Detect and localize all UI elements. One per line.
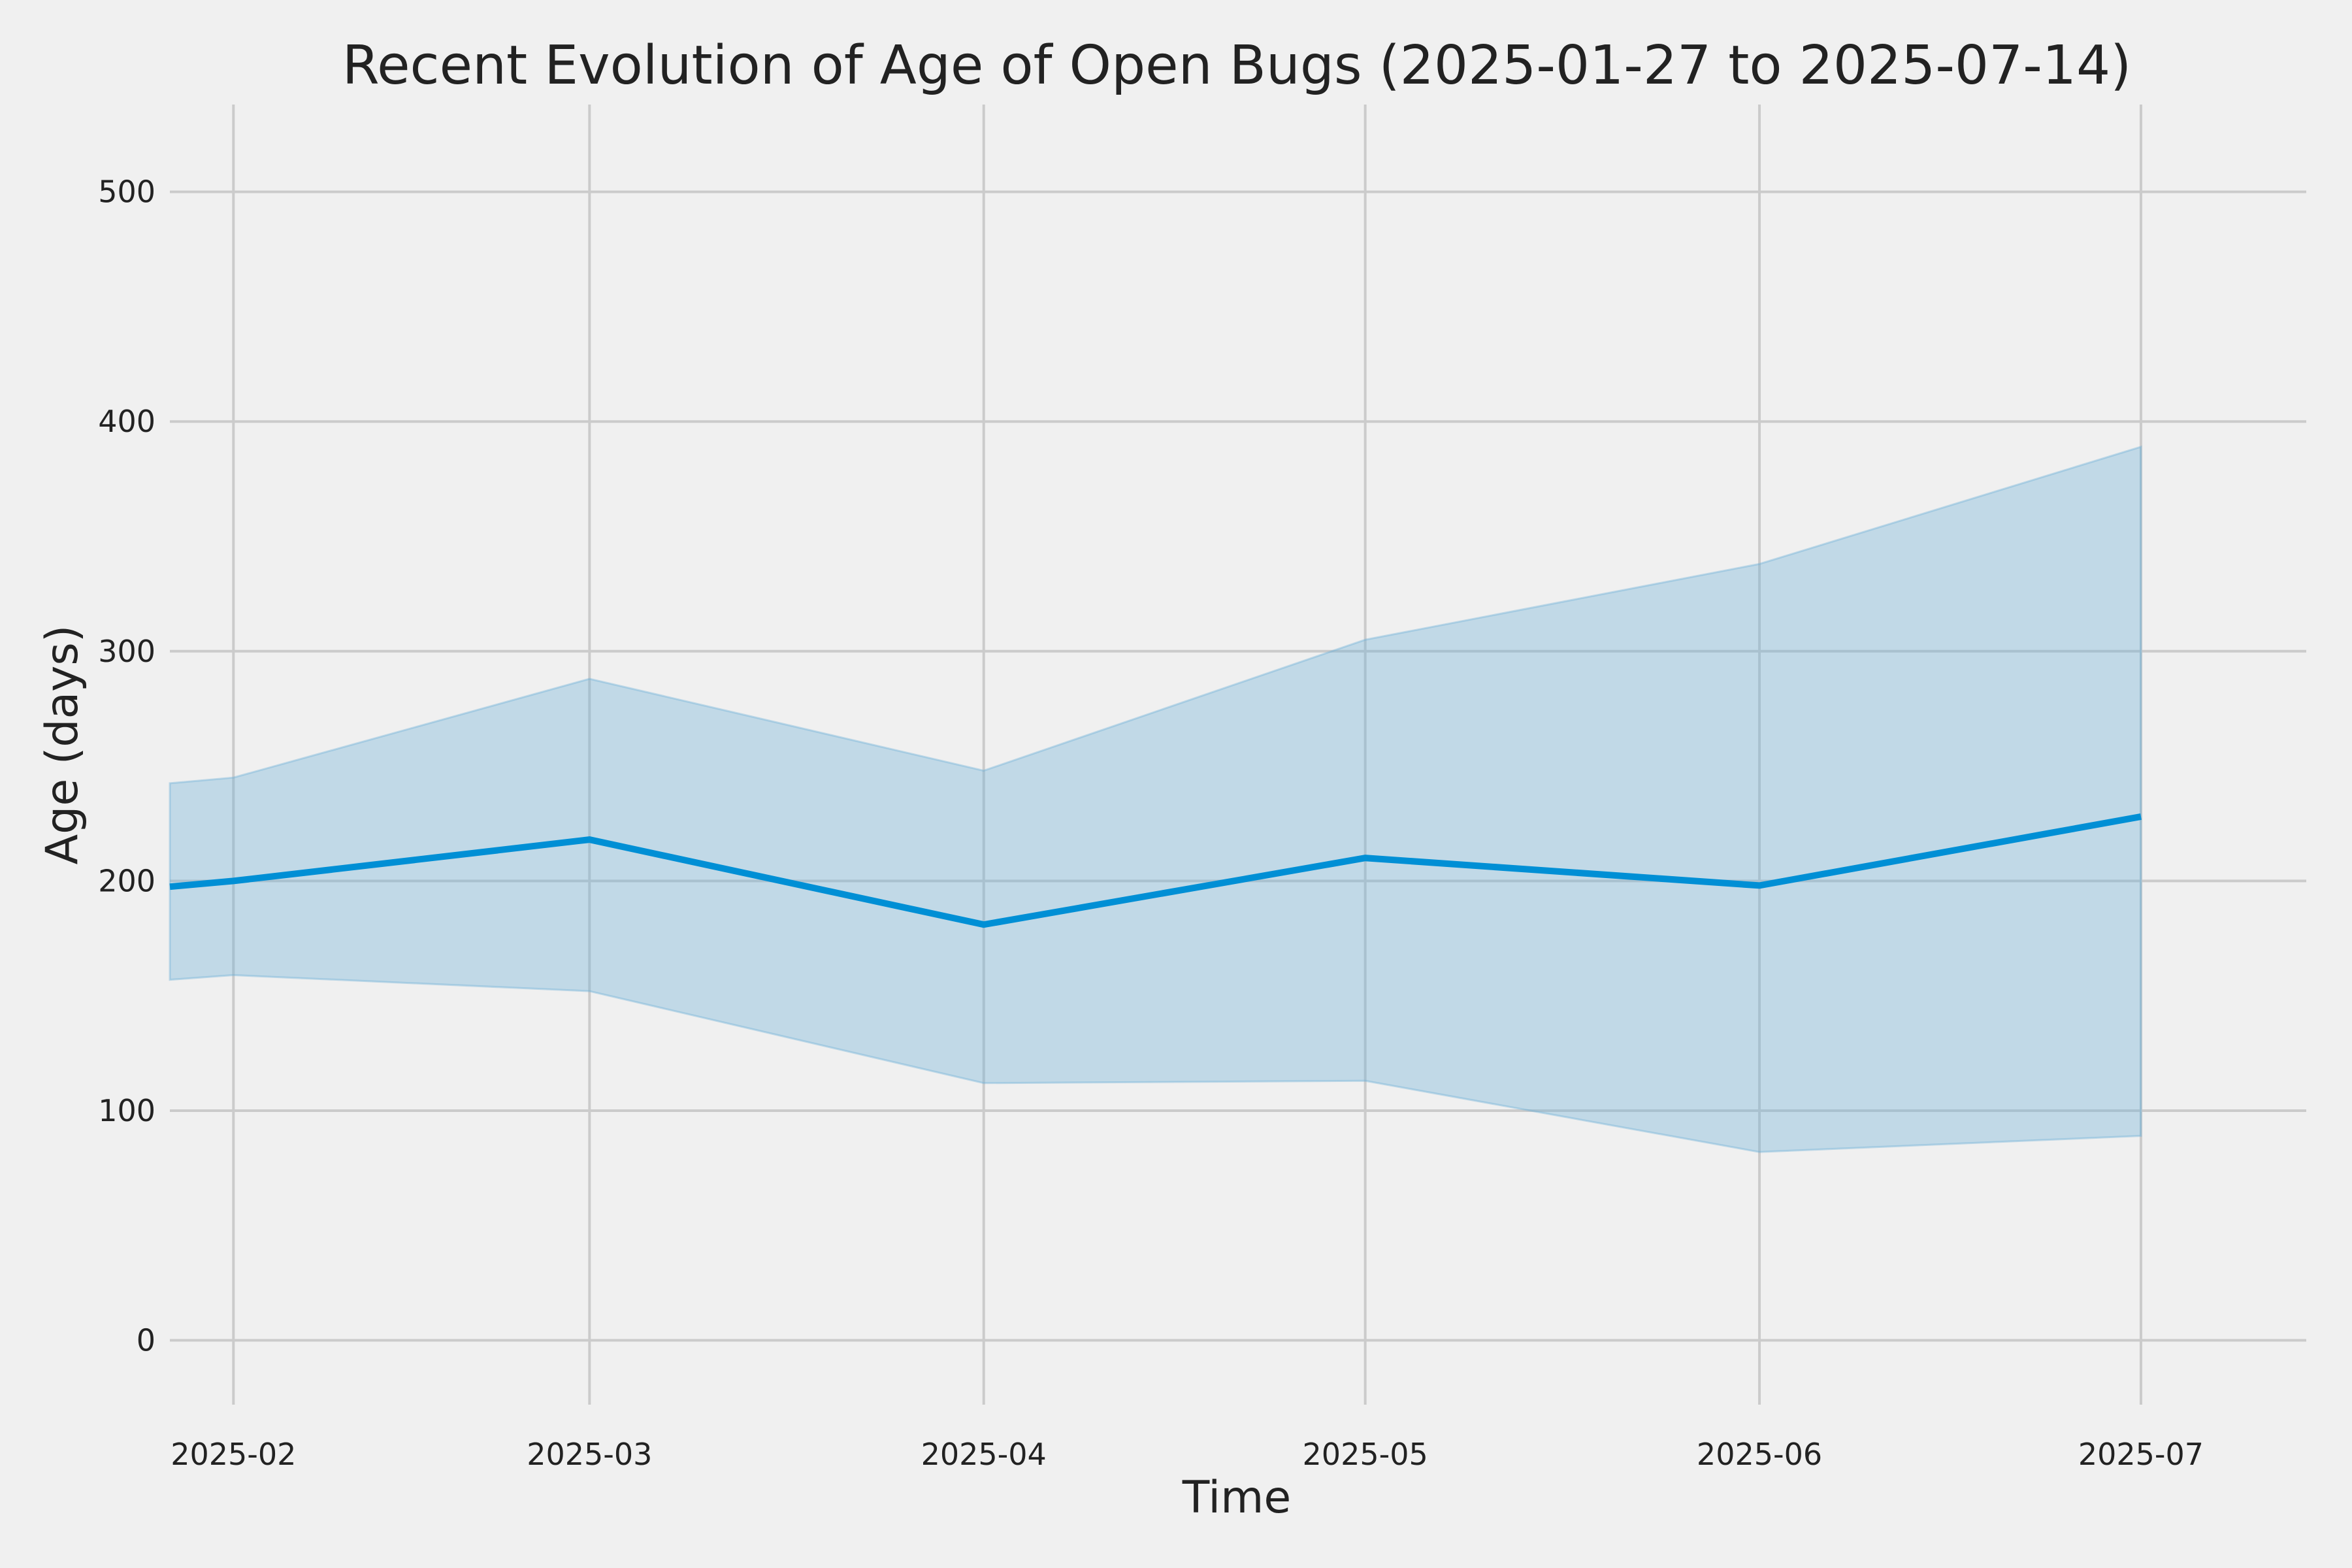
chart-title: Recent Evolution of Age of Open Bugs (20… — [342, 35, 2131, 97]
y-axis-label: Age (days) — [37, 625, 88, 865]
x-tick-label: 2025-06 — [1697, 1437, 1822, 1472]
confidence-band — [169, 445, 2142, 1153]
x-tick-label: 2025-05 — [1303, 1437, 1428, 1472]
x-axis-label: Time — [1182, 1472, 1291, 1524]
x-tick-label: 2025-04 — [921, 1437, 1047, 1472]
series-line — [169, 813, 2142, 928]
x-tick-label: 2025-07 — [2078, 1437, 2204, 1472]
y-tick-label: 300 — [98, 634, 155, 669]
y-tick-label: 100 — [98, 1093, 155, 1128]
confidence-band-layer — [169, 445, 2142, 1153]
y-tick-label: 0 — [137, 1323, 155, 1358]
x-tick-label: 2025-03 — [527, 1437, 652, 1472]
y-tick-label: 400 — [98, 404, 155, 439]
tick-labels: 0 100 200 300 400 500 2025-02 2025-03 2025-04 202… — [98, 174, 2204, 1472]
y-tick-label: 200 — [98, 863, 155, 898]
series-line-layer — [169, 813, 2142, 928]
y-tick-label: 500 — [98, 174, 155, 210]
x-tick-label: 2025-02 — [171, 1437, 296, 1472]
